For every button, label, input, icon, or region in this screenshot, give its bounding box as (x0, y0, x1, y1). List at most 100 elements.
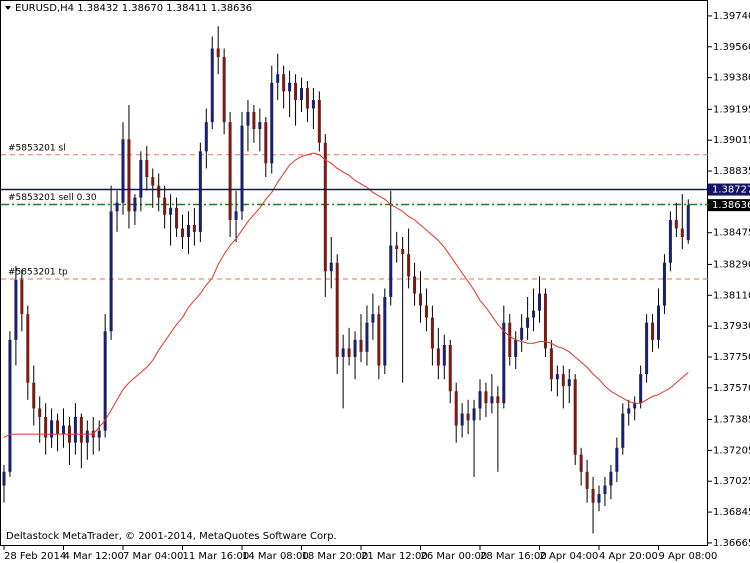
candle-body (419, 293, 422, 306)
candle-body (466, 413, 470, 421)
y-tick-label: 1.39380 (713, 73, 750, 84)
candle-body (508, 322, 512, 357)
candle-body (145, 159, 149, 178)
candle-body (192, 225, 196, 232)
candle-body (502, 322, 506, 404)
y-tick-label: 1.37385 (713, 415, 750, 426)
x-tick-label: 4 Mar 12:00 (64, 551, 124, 562)
candle-body (14, 279, 18, 340)
price-box-label: 1.38727 (712, 185, 750, 196)
y-tick-label: 1.37750 (713, 352, 750, 363)
candle-body (496, 396, 500, 404)
y-tick-label: 1.38835 (713, 166, 750, 177)
candle-body (365, 322, 369, 352)
candle-body (198, 151, 202, 232)
candle-body (657, 305, 660, 340)
candle-body (97, 430, 101, 438)
x-tick-label: 18 Mar 20:00 (302, 551, 369, 562)
candle-body (163, 197, 167, 215)
candle-body (79, 416, 83, 443)
candle-body (234, 211, 238, 220)
candle-body (680, 228, 684, 238)
candle-body (8, 339, 12, 472)
order-label: #5853201 tp (8, 267, 68, 277)
candle-body (133, 197, 137, 212)
candle-body (633, 403, 637, 409)
candle-body (32, 382, 36, 409)
candle-body (157, 185, 161, 198)
candle-body (62, 425, 65, 435)
candle-body (311, 99, 315, 109)
order-label: #5853201 sl (8, 143, 66, 153)
candle-body (401, 249, 405, 255)
candle-body (341, 348, 345, 357)
candle-body (276, 74, 280, 83)
candle-body (109, 211, 113, 332)
candle-body (490, 396, 494, 404)
candle-body (597, 494, 601, 503)
chart-header: EURUSD,H4 1.38432 1.38670 1.38411 1.3863… (15, 3, 252, 14)
candle-body (204, 122, 208, 152)
plot-frame (0, 0, 708, 546)
candle-body (383, 296, 387, 366)
candle-body (478, 391, 482, 409)
candle-body (305, 87, 309, 109)
candle-body (26, 314, 30, 383)
candle-body (347, 348, 351, 357)
candle-body (353, 339, 357, 357)
candle-body (264, 122, 268, 164)
candle-body (543, 293, 547, 349)
candle-body (240, 125, 244, 212)
candle-body (573, 379, 577, 455)
y-tick-label: 1.38110 (713, 290, 750, 301)
candle-body (555, 374, 559, 380)
candle-body (228, 122, 232, 220)
candle-body (627, 408, 631, 414)
candle-body (258, 122, 262, 130)
candle-body (288, 82, 292, 92)
candle-body (591, 488, 595, 503)
y-tick-label: 1.37025 (713, 476, 750, 487)
x-tick-label: 9 Apr 08:00 (659, 551, 718, 562)
candle-body (169, 207, 173, 215)
candle-body (139, 159, 143, 198)
x-tick-label: 26 Mar 00:00 (421, 551, 488, 562)
y-tick-label: 1.38290 (713, 259, 750, 270)
candle-body (294, 82, 298, 100)
candle-body (424, 305, 428, 318)
moving-average (3, 152, 689, 438)
y-tick-label: 1.37205 (713, 445, 750, 456)
candle-body (85, 430, 89, 443)
y-tick-label: 1.37570 (713, 383, 750, 394)
candle-body (668, 219, 672, 263)
candle-body (389, 245, 393, 297)
candle-body (520, 327, 524, 340)
candle-body (585, 471, 589, 489)
candle-body (186, 225, 190, 238)
candle-body (662, 262, 666, 306)
candle-body (73, 416, 77, 443)
candle-body (603, 485, 607, 495)
candle-body (645, 322, 649, 375)
candle-body (317, 99, 321, 143)
candle-body (526, 317, 530, 328)
price-box-label: 1.38636 (712, 200, 750, 211)
candle-body (621, 413, 625, 448)
candle-body (532, 310, 536, 318)
candle-body (448, 344, 452, 392)
candle-body (252, 111, 256, 130)
order-label: #5853201 sell 0.30 (8, 193, 97, 203)
candle-body (56, 420, 60, 435)
candle-body (103, 331, 107, 431)
candle-body (151, 177, 155, 186)
candle-body (639, 374, 643, 404)
y-tick-label: 1.36845 (713, 507, 750, 518)
candle-body (329, 262, 333, 272)
menu-triangle[interactable] (5, 6, 11, 10)
y-tick-label: 1.39195 (713, 104, 750, 115)
candle-body (484, 391, 488, 404)
price-box (708, 183, 750, 196)
candle-body (335, 262, 339, 357)
